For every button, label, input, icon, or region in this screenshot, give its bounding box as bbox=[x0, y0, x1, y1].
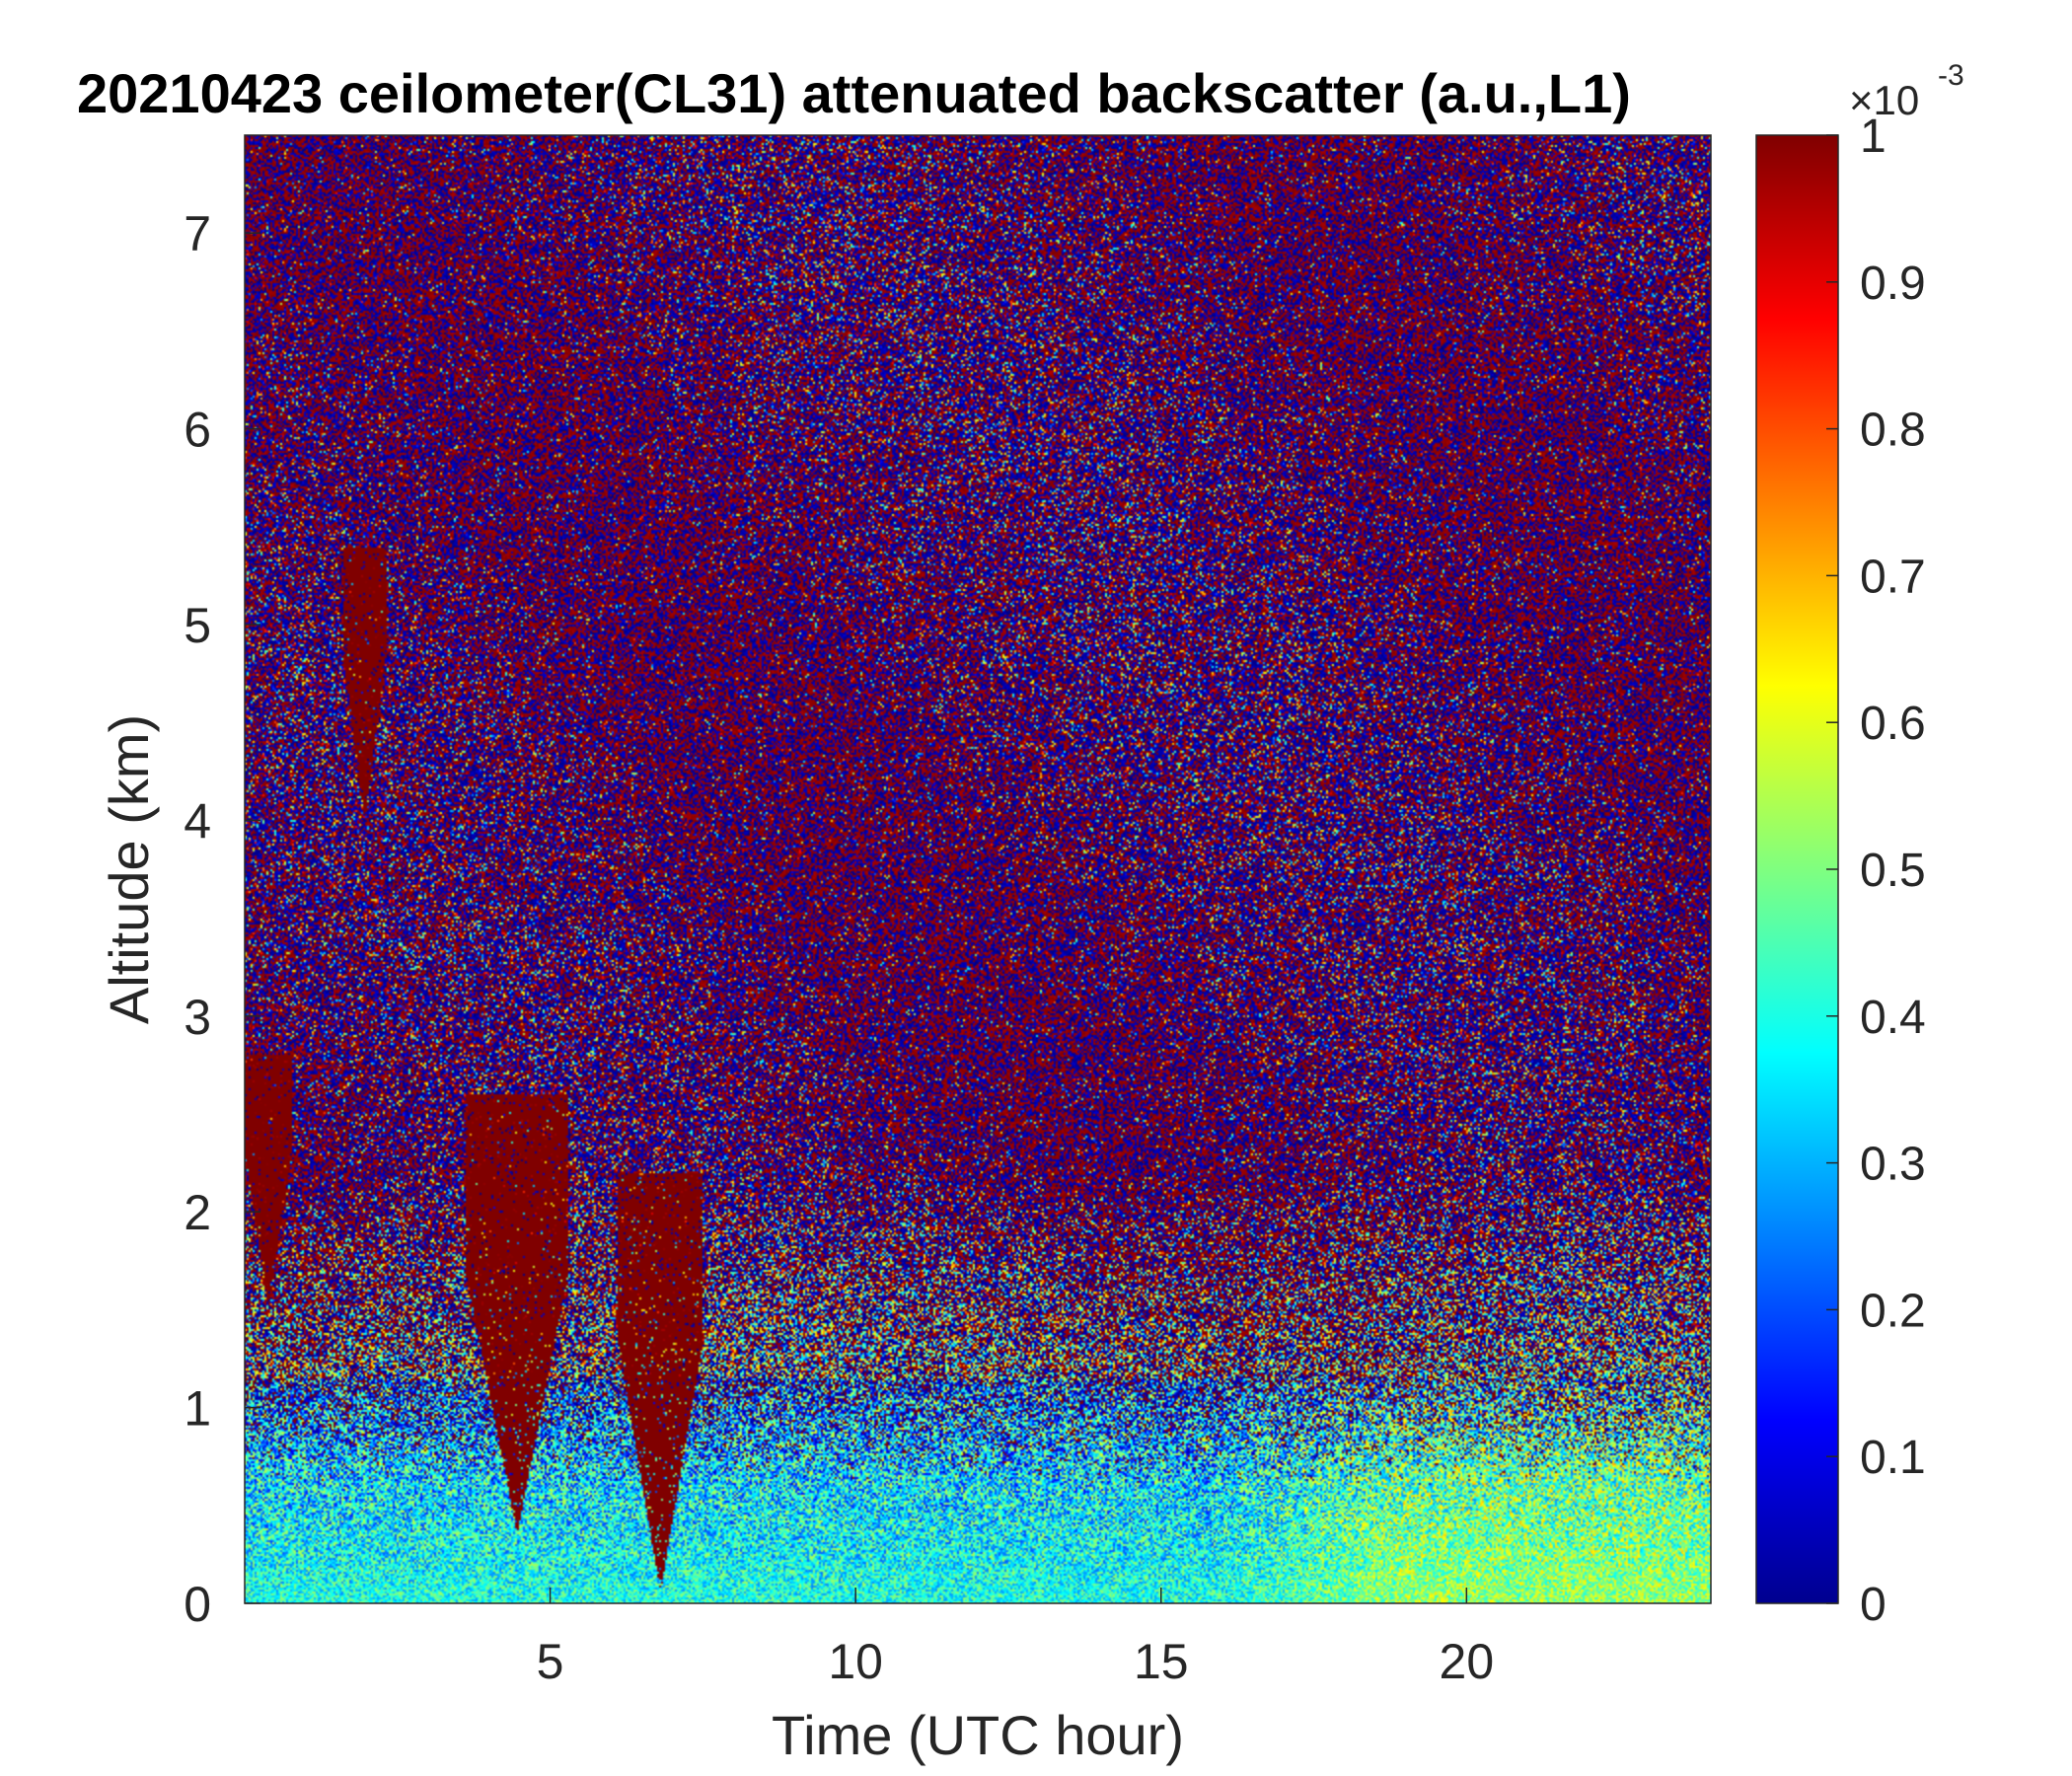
colorbar-tick-label: 0.4 bbox=[1860, 992, 1926, 1044]
y-tick-label: 1 bbox=[184, 1381, 211, 1437]
y-tick-label: 4 bbox=[184, 793, 211, 849]
x-tick-label: 5 bbox=[537, 1634, 564, 1689]
colorbar-exponent-power: -3 bbox=[1938, 59, 1964, 92]
y-tick-label: 3 bbox=[184, 990, 211, 1045]
colorbar-tick-label: 0.6 bbox=[1860, 698, 1926, 750]
plot-frame bbox=[244, 134, 1712, 1604]
y-tick-label: 5 bbox=[184, 598, 211, 653]
x-tick-label: 15 bbox=[1134, 1634, 1189, 1689]
colorbar-tick-label: 0 bbox=[1860, 1579, 1887, 1631]
colorbar-tick-label: 0.2 bbox=[1860, 1285, 1926, 1337]
colorbar-tick-label: 0.3 bbox=[1860, 1139, 1926, 1191]
colorbar-tick-label: 0.7 bbox=[1860, 551, 1926, 603]
y-tick-label: 0 bbox=[184, 1577, 211, 1632]
y-axis: 0 1 2 3 4 5 6 7 bbox=[184, 206, 260, 1632]
x-axis: 5 10 15 20 bbox=[537, 1588, 1494, 1689]
x-tick-label: 20 bbox=[1440, 1634, 1495, 1689]
colorbar-tick-label: 1 bbox=[1860, 111, 1887, 163]
x-axis-label: Time (UTC hour) bbox=[772, 1704, 1184, 1766]
y-tick-label: 7 bbox=[184, 206, 211, 261]
colorbar-tick-label: 0.8 bbox=[1860, 405, 1926, 457]
backscatter-heatmap bbox=[245, 135, 1711, 1603]
y-tick-label: 6 bbox=[184, 403, 211, 458]
y-axis-label: Altitude (km) bbox=[98, 714, 160, 1024]
colorbar-tick-label: 0.9 bbox=[1860, 258, 1926, 310]
chart-title: 20210423 ceilometer(CL31) attenuated bac… bbox=[77, 62, 1631, 124]
y-tick-label: 2 bbox=[184, 1185, 211, 1240]
colorbar-tick-label: 0.5 bbox=[1860, 845, 1926, 897]
colorbar-tick-label: 0.1 bbox=[1860, 1432, 1926, 1484]
x-tick-label: 10 bbox=[828, 1634, 883, 1689]
colorbar bbox=[1755, 134, 1839, 1604]
colorbar-exponent-base: ×10 bbox=[1849, 77, 1919, 123]
colorbar-ticks: 0 0.1 0.2 0.3 0.4 0.5 0.6 0.7 0.8 0.9 1 bbox=[1826, 111, 1926, 1631]
